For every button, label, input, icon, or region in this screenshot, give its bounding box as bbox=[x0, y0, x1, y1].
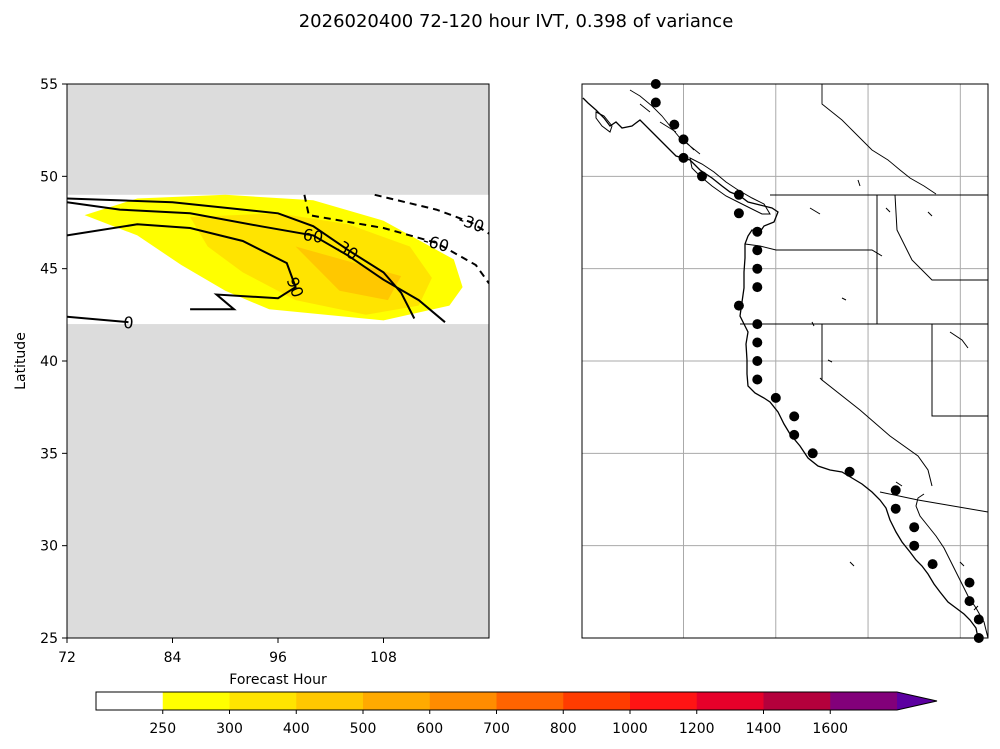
location-point bbox=[733, 300, 744, 311]
colorbar-tick-label: 800 bbox=[550, 721, 577, 737]
x-tick-label: 108 bbox=[370, 650, 397, 666]
x-tick-label: 84 bbox=[164, 650, 182, 666]
colorbar-segment bbox=[296, 692, 364, 710]
y-axis-label: Latitude bbox=[13, 332, 29, 390]
coastline bbox=[582, 97, 979, 638]
location-point bbox=[770, 392, 781, 403]
y-tick-label: 50 bbox=[40, 169, 58, 185]
colorbar-tick-label: 700 bbox=[483, 721, 510, 737]
colorbar-segment bbox=[229, 692, 297, 710]
colorbar-tick-label: 300 bbox=[216, 721, 243, 737]
colorbar-segment bbox=[830, 692, 898, 710]
location-point bbox=[752, 356, 763, 366]
location-point bbox=[964, 596, 975, 607]
contour-label-0: 0 bbox=[123, 313, 135, 333]
location-point bbox=[650, 97, 661, 108]
location-point bbox=[697, 171, 707, 182]
colorbar-segment bbox=[563, 692, 631, 710]
filled-region-400-500 bbox=[295, 246, 402, 301]
y-tick-label: 30 bbox=[40, 539, 58, 555]
figure-title: 2026020400 72-120 hour IVT, 0.398 of var… bbox=[299, 11, 734, 32]
contour-line--60 bbox=[303, 194, 489, 284]
right-axes-frame bbox=[581, 83, 989, 639]
colorbar-tick-label: 1200 bbox=[679, 721, 715, 737]
border-ca-nv bbox=[821, 324, 933, 487]
colorbar-tick-label: 1400 bbox=[746, 721, 782, 737]
location-point bbox=[807, 448, 818, 459]
border-us-mexico bbox=[879, 491, 988, 513]
location-point bbox=[964, 577, 975, 588]
contour-line-90 bbox=[67, 223, 297, 311]
location-point bbox=[909, 540, 920, 551]
location-point bbox=[678, 134, 689, 145]
y-tick-label: 40 bbox=[40, 354, 58, 370]
x-tick-label: 72 bbox=[58, 650, 76, 666]
border-idaho bbox=[876, 194, 988, 324]
contour-label-text: 60 bbox=[301, 225, 324, 247]
colorbar-tick-label: 500 bbox=[350, 721, 377, 737]
vancouver-island bbox=[689, 157, 771, 215]
colorbar-segment bbox=[96, 692, 164, 710]
x-axis-label: Forecast Hour bbox=[229, 672, 327, 688]
location-point bbox=[752, 374, 763, 385]
colorbar-outline bbox=[95, 691, 938, 711]
colorbar-segment bbox=[630, 692, 698, 710]
location-point bbox=[678, 152, 689, 163]
y-tick-label: 25 bbox=[40, 631, 58, 647]
baja-gulf-coast bbox=[915, 493, 988, 638]
canada-provincial-border bbox=[821, 84, 937, 195]
contour-line-60 bbox=[67, 201, 446, 323]
haida-gwaii bbox=[595, 111, 613, 133]
contour-label-text: 0 bbox=[123, 313, 135, 333]
location-point bbox=[789, 429, 800, 440]
location-point bbox=[752, 263, 763, 274]
location-point bbox=[752, 337, 763, 348]
coastline-map-panel bbox=[581, 79, 989, 643]
location-point bbox=[973, 614, 984, 625]
location-point bbox=[890, 485, 901, 496]
location-point bbox=[844, 466, 855, 477]
colorbar-tick-label: 1000 bbox=[612, 721, 648, 737]
mainland-inlets bbox=[629, 89, 701, 155]
lakes bbox=[809, 179, 979, 611]
location-point bbox=[927, 559, 938, 570]
location-point bbox=[752, 282, 763, 293]
location-point bbox=[789, 411, 800, 422]
y-tick-label: 55 bbox=[40, 77, 58, 93]
colorbar-segment bbox=[363, 692, 431, 710]
x-tick-label: 96 bbox=[269, 650, 287, 666]
colorbar-segment bbox=[429, 692, 497, 710]
y-tick-label: 45 bbox=[40, 262, 58, 278]
masked-background bbox=[67, 84, 489, 638]
colorbar-segment bbox=[763, 692, 831, 710]
location-point bbox=[909, 522, 920, 533]
colorbar-tick-label: 250 bbox=[149, 721, 176, 737]
location-point bbox=[733, 189, 744, 200]
colorbar-tick-label: 1600 bbox=[812, 721, 848, 737]
location-point bbox=[669, 119, 680, 130]
location-point bbox=[890, 503, 901, 514]
contour-line--30 bbox=[374, 193, 489, 235]
colorbar: 250 300 400 500 600 700 800 1000 1200 1400 1600 bbox=[95, 691, 938, 737]
border-wa-or bbox=[744, 243, 883, 257]
colorbar-tick-label: 400 bbox=[283, 721, 310, 737]
colorbar-tick-label: 600 bbox=[416, 721, 443, 737]
y-tick-label: 35 bbox=[40, 446, 58, 462]
colorbar-extend-arrow bbox=[897, 692, 937, 710]
colorbar-segment bbox=[696, 692, 764, 710]
location-point bbox=[752, 226, 763, 237]
contour-line-0 bbox=[67, 315, 129, 324]
colorbar-segment bbox=[496, 692, 564, 710]
colorbar-segment bbox=[162, 692, 230, 710]
border-nv-ut-az bbox=[931, 324, 988, 417]
location-point bbox=[752, 245, 763, 256]
location-point bbox=[733, 208, 744, 219]
contour-line-30 bbox=[67, 197, 416, 319]
location-point bbox=[752, 319, 763, 330]
